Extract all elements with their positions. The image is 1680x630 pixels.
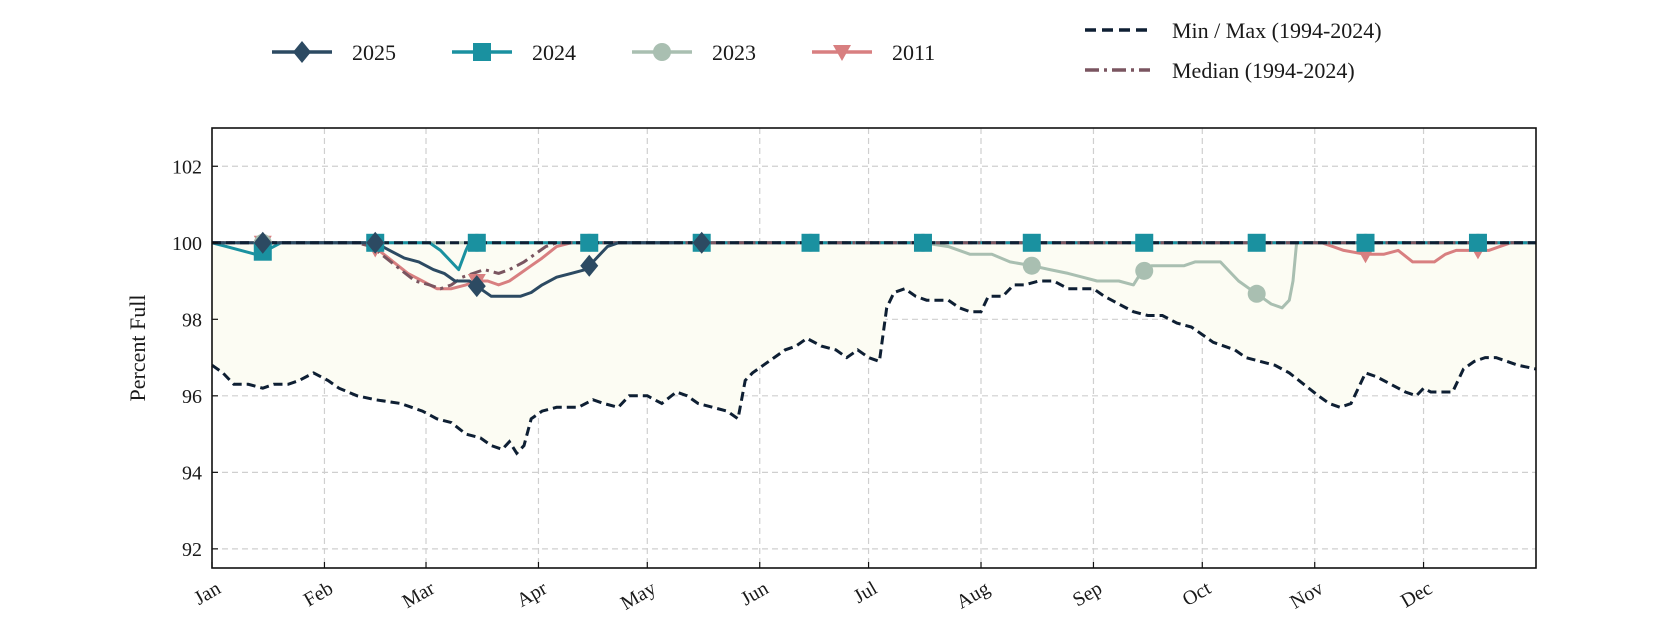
marker-2023 [1022, 256, 1041, 275]
series-line-median-1994-2024 [212, 241, 1536, 291]
legend-marker-2011 [833, 45, 851, 61]
marker-2023 [1247, 284, 1266, 303]
x-tick-label: Nov [1286, 577, 1327, 613]
x-tick-label: Jul [850, 577, 882, 608]
markers-layer [253, 231, 1487, 303]
marker-2025 [692, 231, 711, 254]
plot-frame [211, 127, 1537, 569]
x-tick-label: Jan [190, 577, 224, 609]
legend-label-2024: 2024 [532, 40, 576, 65]
y-axis-label: Percent Full [125, 295, 150, 402]
marker-2024 [1135, 233, 1154, 252]
y-tick-label: 98 [182, 309, 202, 331]
legend-marker-2025 [293, 41, 311, 63]
x-tick-label: Feb [300, 577, 337, 611]
x-tick-label: Aug [953, 577, 994, 613]
x-tick-label: Mar [399, 577, 439, 613]
legend: 2025 2024 2023 2011 Min / Max (1994-2024) Med… [272, 18, 1382, 83]
legend-label-min-max: Min / Max (1994-2024) [1172, 18, 1382, 43]
x-tick-label: Dec [1397, 577, 1436, 612]
marker-2025 [580, 254, 599, 277]
legend-marker-2024 [473, 43, 491, 61]
marker-2024 [913, 233, 932, 252]
x-tick-label: Sep [1069, 577, 1106, 611]
legend-label-median: Median (1994-2024) [1172, 58, 1355, 83]
y-tick-label: 94 [182, 462, 202, 484]
marker-2024 [801, 233, 820, 252]
marker-2025 [467, 275, 486, 298]
min-max-fill-area [212, 242, 1536, 454]
marker-2025 [366, 231, 385, 254]
marker-2025 [253, 231, 272, 254]
marker-2024 [1356, 233, 1375, 252]
x-tick-label: Apr [513, 577, 551, 612]
x-tick-label: May [617, 577, 660, 614]
legend-label-2025: 2025 [352, 40, 396, 65]
x-tick-label: Jun [737, 577, 772, 610]
min-max-fill [212, 242, 1536, 454]
y-tick-label: 92 [182, 539, 202, 561]
marker-2024 [1468, 233, 1487, 252]
x-tick-label: Oct [1179, 577, 1215, 611]
y-tick-label: 96 [182, 386, 202, 408]
y-tick-label: 102 [172, 156, 202, 178]
marker-2024 [580, 233, 599, 252]
min-line [211, 279, 1537, 456]
marker-2023 [1135, 261, 1154, 280]
marker-2024 [1022, 233, 1041, 252]
x-axis-ticks: Jan Feb Mar Apr May Jun Jul Aug Sep Oct Nov Dec [190, 562, 1436, 615]
marker-2024 [467, 233, 486, 252]
legend-label-2011: 2011 [892, 40, 935, 65]
y-axis-ticks: 92 94 96 98 100 102 [172, 156, 218, 561]
y-tick-label: 100 [172, 233, 202, 255]
legend-label-2023: 2023 [712, 40, 756, 65]
marker-2024 [1247, 233, 1266, 252]
legend-marker-2023 [653, 43, 671, 61]
